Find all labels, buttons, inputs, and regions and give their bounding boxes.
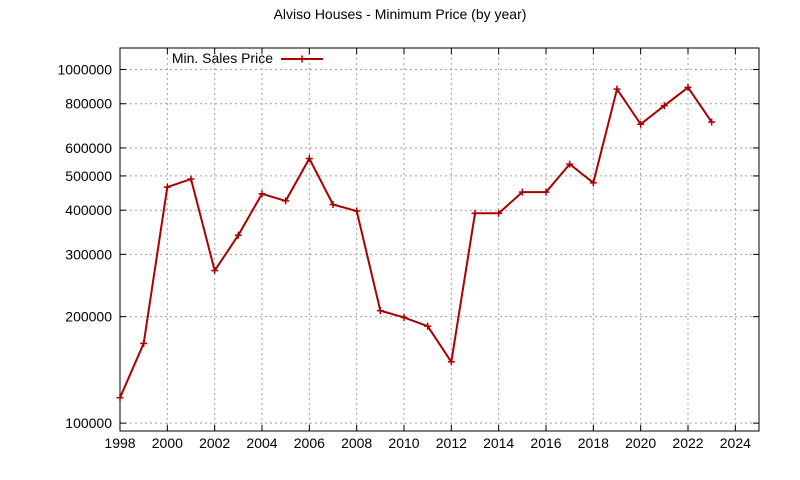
legend-marker [298, 55, 306, 63]
x-tick-label: 2004 [246, 435, 277, 451]
x-tick-label: 2022 [672, 435, 703, 451]
legend: Min. Sales Price [172, 50, 323, 66]
x-tick-label: 2000 [152, 435, 183, 451]
x-tick-label: 2016 [530, 435, 561, 451]
data-point [637, 120, 645, 128]
data-point [589, 179, 597, 187]
data-point [447, 358, 455, 366]
x-axis-tick-labels: 1998 2000 2002 2004 2006 2008 2010 2012 2014 2016… [104, 435, 751, 451]
series-line-min-sales-price [119, 85, 713, 399]
y-tick-label: 800000 [65, 96, 112, 112]
data-point [660, 102, 668, 110]
x-tick-label: 2010 [388, 435, 419, 451]
data-point [329, 201, 337, 209]
data-point [258, 190, 266, 198]
plot-frame [119, 47, 760, 432]
data-point [140, 339, 148, 347]
data-point [613, 85, 621, 93]
data-point [211, 267, 219, 275]
x-tick-label: 2018 [578, 435, 609, 451]
data-point [116, 394, 124, 402]
data-point [495, 209, 503, 217]
data-point [471, 209, 479, 217]
data-point [542, 188, 550, 196]
data-point [234, 231, 242, 239]
data-point [684, 83, 692, 91]
x-tick-label: 2024 [720, 435, 751, 451]
data-point [163, 183, 171, 191]
x-tick-label: 2002 [199, 435, 230, 451]
x-tick-label: 2020 [625, 435, 656, 451]
y-tick-label: 100000 [65, 415, 112, 431]
y-tick-label: 400000 [65, 202, 112, 218]
y-tick-label: 500000 [65, 168, 112, 184]
x-tick-label: 2006 [294, 435, 325, 451]
legend-marker-plus [298, 55, 306, 63]
data-point [305, 155, 313, 163]
x-tick-label: 2012 [436, 435, 467, 451]
y-axis-tick-labels: 100000 200000 300000 400000 500000 600000 8000… [57, 61, 112, 431]
chart-title: Alviso Houses - Minimum Price (by year) [274, 6, 527, 22]
data-point [353, 207, 361, 215]
y-tick-label: 200000 [65, 309, 112, 325]
axis-ticks [119, 48, 759, 431]
data-point [187, 175, 195, 183]
data-point [282, 197, 290, 205]
data-point [400, 313, 408, 321]
x-tick-label: 2014 [483, 435, 514, 451]
x-tick-label: 2008 [341, 435, 372, 451]
legend-label: Min. Sales Price [172, 50, 273, 66]
x-tick-label: 1998 [104, 435, 135, 451]
data-point [708, 118, 716, 126]
data-point [376, 307, 384, 315]
y-tick-label: 1000000 [57, 61, 112, 77]
data-point [424, 322, 432, 330]
data-point [518, 188, 526, 196]
y-tick-label: 300000 [65, 246, 112, 262]
series-layer [116, 83, 716, 402]
y-tick-label: 600000 [65, 140, 112, 156]
data-point [566, 160, 574, 168]
